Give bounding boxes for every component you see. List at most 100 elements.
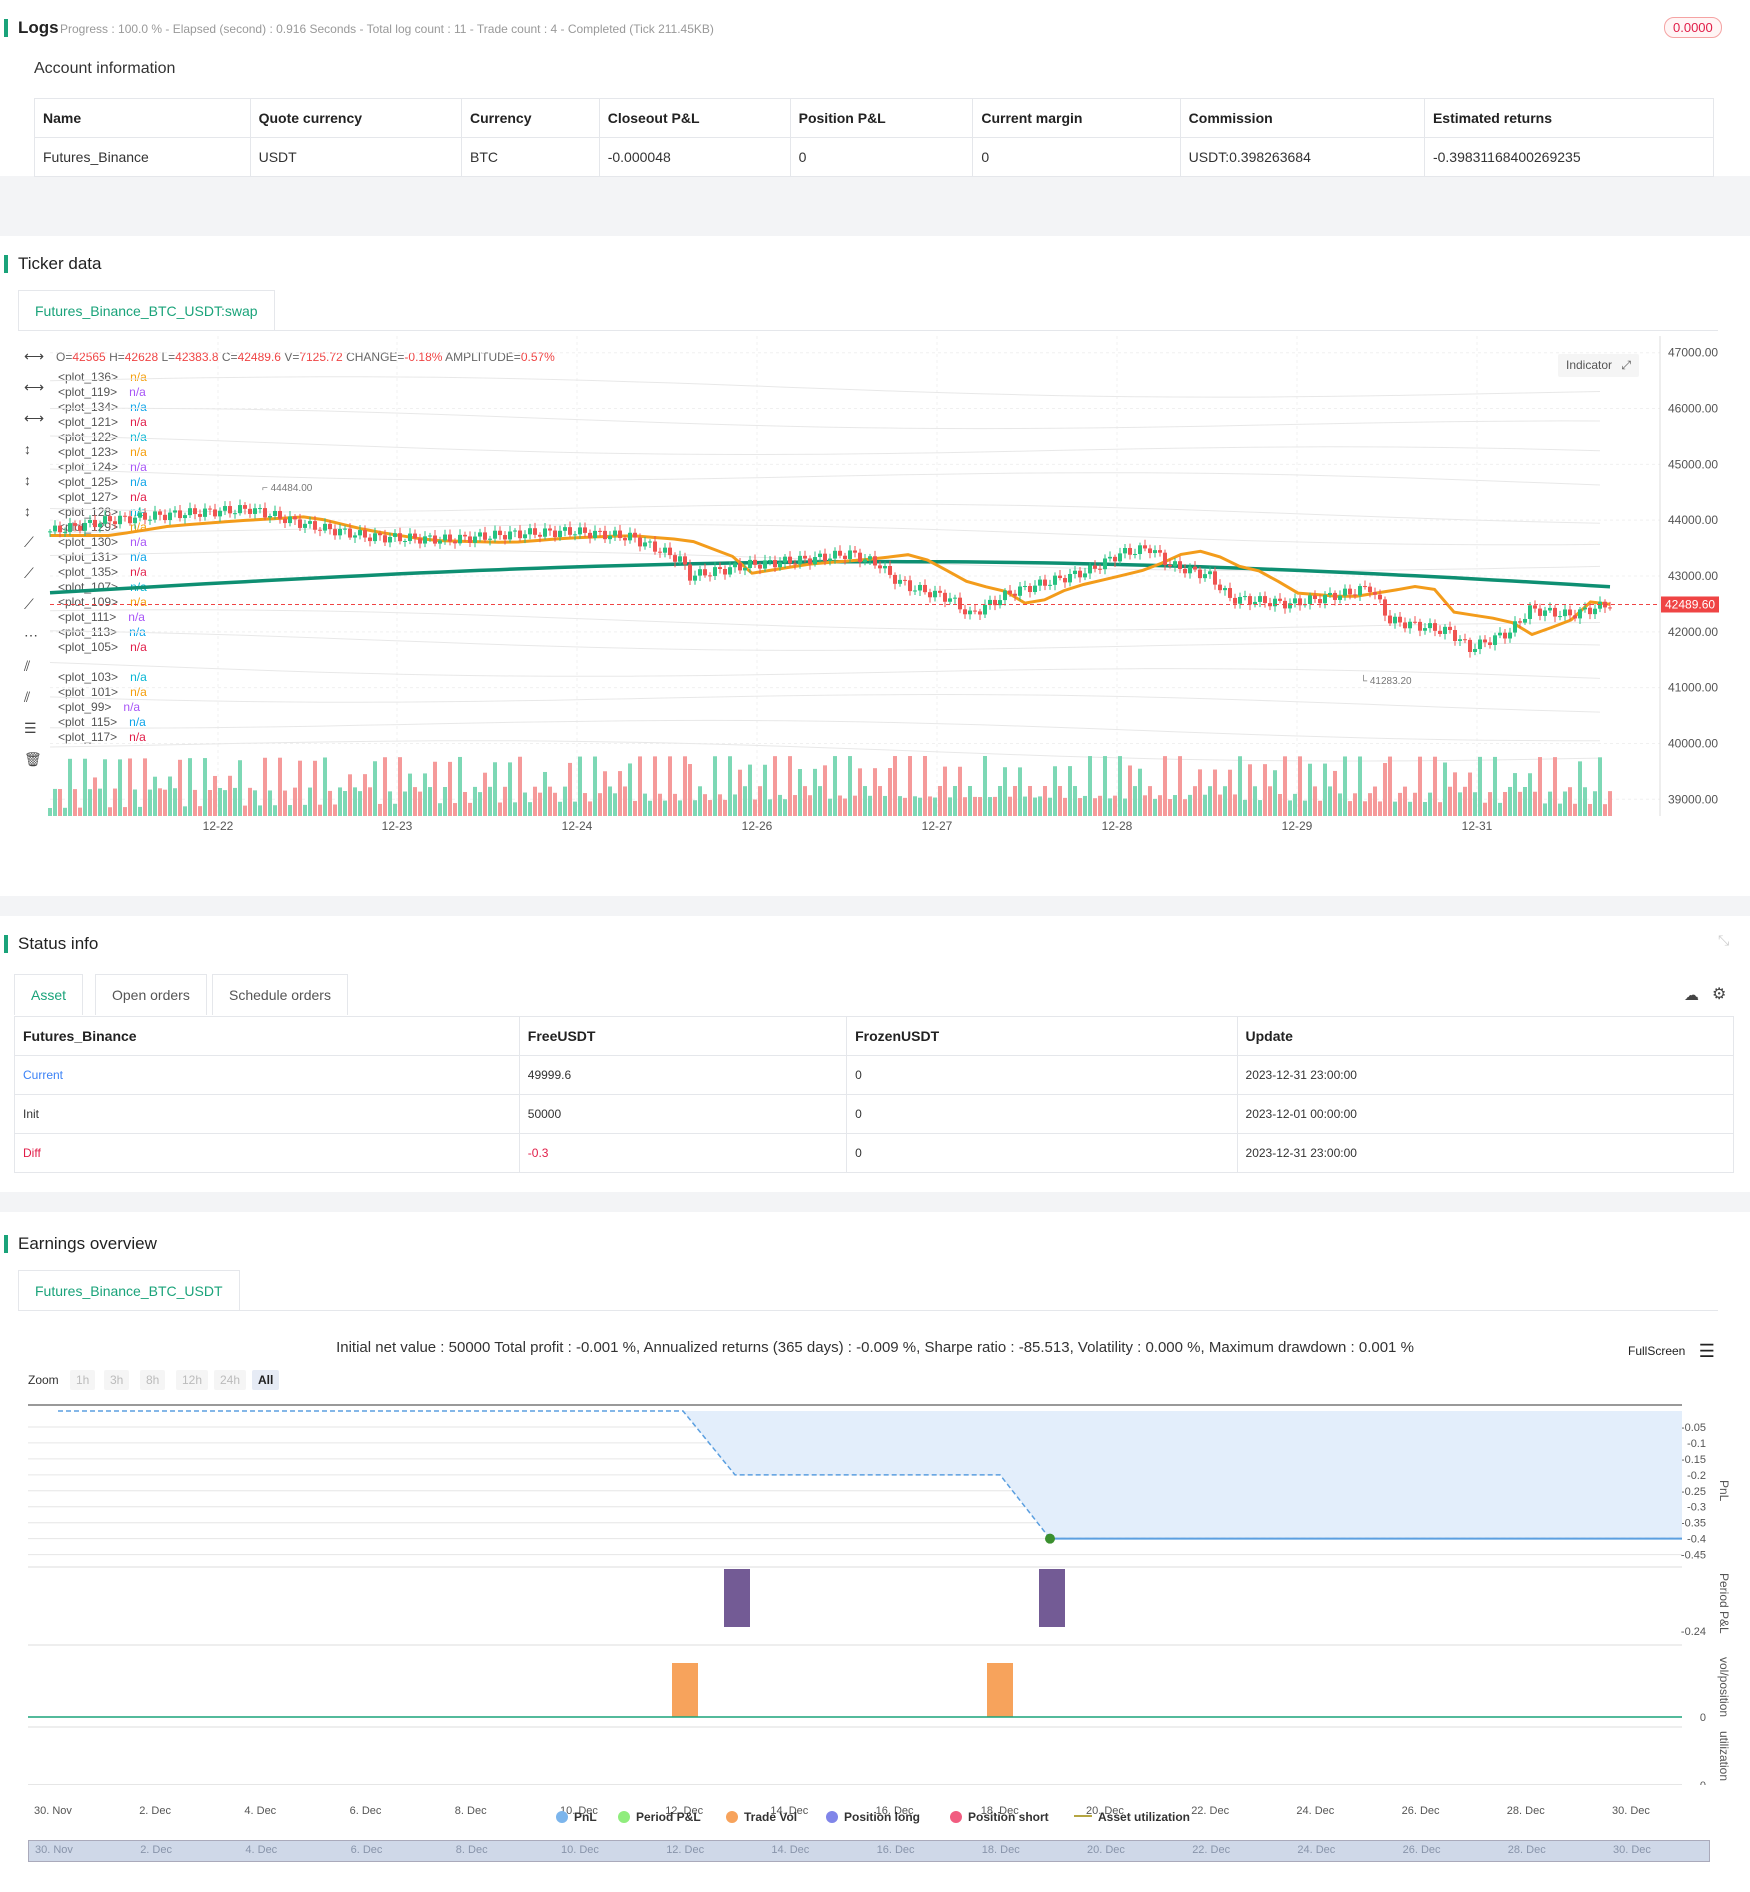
tab-earnings-symbol[interactable]: Futures_Binance_BTC_USDT — [18, 1270, 240, 1311]
candle-body — [1023, 586, 1027, 588]
expand-icon[interactable]: ⤢ — [1621, 358, 1631, 372]
candle-body — [698, 569, 702, 576]
price-chart[interactable]: 47000.00 46000.00 45000.00 44000.00 43000.00… — [0, 336, 1750, 896]
plot-name: <plot_109> — [58, 595, 119, 609]
zoom-all[interactable]: All — [252, 1370, 280, 1390]
candle-body — [1358, 586, 1362, 596]
earnings-chart[interactable]: -0.05 -0.1 -0.15 -0.2 -0.25 -0.3 -0.35 -0.4 -0.4… — [0, 1395, 1750, 1785]
cloud-upload-icon[interactable]: ☁ — [1684, 987, 1699, 1004]
tab-asset[interactable]: Asset — [14, 974, 84, 1015]
candle-body — [913, 590, 917, 592]
candle-body — [1148, 548, 1152, 554]
pnl-y-tick: -0.05 — [1681, 1422, 1706, 1434]
fullscreen-button[interactable]: FullScreen ☰ — [1628, 1341, 1715, 1361]
navigator-tick: 22. Dec — [1192, 1844, 1231, 1856]
volume-bar — [1013, 786, 1017, 816]
volume-bar — [1393, 801, 1397, 816]
band-line — [49, 740, 1601, 762]
volume-bar — [1368, 793, 1372, 816]
candle-body — [1523, 618, 1527, 623]
legend-item[interactable]: Position short — [950, 1810, 1049, 1824]
fib-icon[interactable]: ⫽ — [24, 689, 31, 705]
pnl-marker — [1045, 1533, 1055, 1544]
candle-body — [1558, 616, 1562, 618]
grid-lines-icon[interactable]: ☰ — [24, 720, 37, 736]
volume-bar — [133, 789, 137, 816]
extended-line-icon[interactable]: ⟷ — [24, 410, 45, 426]
legend-item[interactable]: Period P&L — [618, 1810, 701, 1824]
vertical-ray-icon[interactable]: ↕ — [24, 472, 31, 488]
tab-schedule-orders[interactable]: Schedule orders — [212, 974, 348, 1015]
candle-body — [918, 584, 922, 591]
settings-icon[interactable]: ⚙ — [1712, 986, 1727, 1003]
plot-value: n/a — [130, 475, 147, 489]
legend-item[interactable]: Asset utilization — [1074, 1810, 1190, 1824]
candle-body — [143, 512, 147, 520]
collapse-icon[interactable]: ⤡ — [1718, 932, 1730, 948]
logs-summary: Progress : 100.0 % - Elapsed (second) : … — [60, 22, 714, 36]
earnings-x-tick: 24. Dec — [1296, 1805, 1335, 1817]
volume-bar — [353, 787, 357, 816]
price-label-icon[interactable]: ⋯ — [24, 627, 38, 643]
candle-body — [428, 535, 432, 537]
candle-body — [1253, 601, 1257, 605]
logs-title: Logs — [4, 18, 59, 37]
zoom-1h[interactable]: 1h — [70, 1370, 96, 1390]
volume-bar — [78, 807, 82, 816]
candle-body — [988, 599, 992, 605]
candle-body — [353, 535, 357, 538]
tab-open-orders[interactable]: Open orders — [95, 974, 207, 1015]
parallel-channel-icon[interactable]: ⫽ — [24, 658, 31, 674]
candle-body — [1393, 616, 1397, 624]
volume-bar — [148, 789, 152, 816]
volume-bar — [903, 797, 907, 816]
legend-dot-icon — [618, 1811, 630, 1823]
segment-line-icon[interactable]: ⟋ — [24, 596, 34, 612]
candle-body — [1498, 632, 1502, 636]
trash-icon[interactable]: 🗑 — [24, 751, 42, 767]
horizontal-line-icon[interactable]: ⟷ — [24, 348, 45, 364]
vertical-line-icon[interactable]: ↕ — [24, 441, 31, 457]
candle-body — [98, 523, 102, 528]
zoom-8h[interactable]: 8h — [140, 1370, 166, 1390]
volume-bar — [873, 768, 877, 816]
horizontal-ray-icon[interactable]: ⟷ — [24, 379, 45, 395]
ray-line-icon[interactable]: ⟋ — [24, 565, 34, 581]
volume-bar — [498, 802, 502, 816]
volume-bar — [363, 774, 367, 816]
candle-body — [1443, 626, 1447, 634]
zoom-24h[interactable]: 24h — [214, 1370, 247, 1390]
candle-body — [1463, 639, 1467, 641]
volume-bar — [598, 793, 602, 816]
candle-body — [818, 553, 822, 558]
volume-bar — [1198, 769, 1202, 816]
candle-body — [1188, 566, 1192, 574]
trend-line-icon[interactable]: ⟋ — [24, 534, 34, 550]
candle-body — [1203, 574, 1207, 579]
menu-icon[interactable]: ☰ — [1698, 1341, 1715, 1361]
legend-item[interactable]: PnL — [556, 1810, 597, 1824]
volume-bar — [823, 765, 827, 816]
plot-name: <plot_101> — [58, 685, 119, 699]
volume-bar — [1343, 756, 1347, 816]
candle-body — [973, 610, 977, 612]
indicator-button[interactable]: Indicator ⤢ — [1558, 354, 1639, 377]
tab-ticker-symbol[interactable]: Futures_Binance_BTC_USDT:swap — [18, 290, 275, 331]
price-x-tick: 12-29 — [1282, 819, 1313, 833]
plot-value: n/a — [128, 610, 145, 624]
volume-bar — [673, 793, 677, 816]
volume-bar — [373, 761, 377, 816]
volume-bar — [1073, 786, 1077, 816]
volume-bar — [403, 791, 407, 816]
band-line — [49, 719, 1600, 742]
volume-bar — [833, 756, 837, 816]
candle-body — [1338, 595, 1342, 600]
navigator-tick: 18. Dec — [981, 1844, 1020, 1856]
zoom-3h[interactable]: 3h — [104, 1370, 130, 1390]
navigator-bar[interactable]: 30. Nov 2. Dec 4. Dec 6. Dec 8. Dec 10. Dec 12… — [28, 1840, 1710, 1862]
legend-item[interactable]: Position long — [826, 1810, 920, 1824]
legend-item[interactable]: Trade Vol — [726, 1810, 797, 1824]
vertical-segment-icon[interactable]: ↕ — [24, 503, 31, 519]
zoom-12h[interactable]: 12h — [176, 1370, 209, 1390]
candle-body — [963, 609, 967, 615]
